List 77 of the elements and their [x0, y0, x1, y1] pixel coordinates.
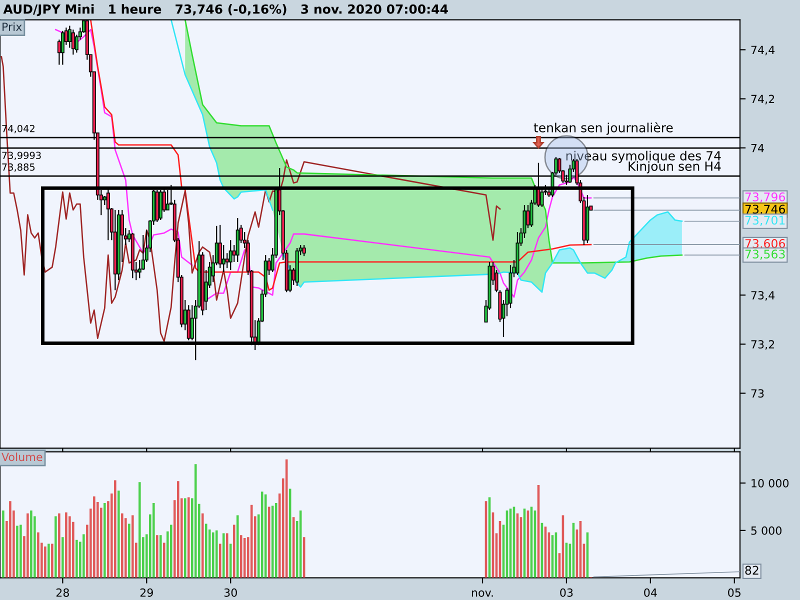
bar: [170, 524, 172, 578]
bar: [58, 513, 60, 578]
y-tick-label: 74,2: [751, 94, 774, 104]
y-axis-title: Prix: [2, 22, 22, 31]
y-tick-label: 10 000: [752, 479, 789, 488]
x-tick-label: 28: [56, 588, 69, 597]
bar: [121, 513, 124, 578]
bar: [65, 512, 68, 578]
bar: [93, 496, 96, 578]
candlestick: [228, 240, 232, 271]
bar: [118, 490, 120, 578]
y-tick-label: 74,4: [751, 46, 775, 56]
bar: [215, 530, 218, 578]
bar: [176, 481, 180, 578]
candlestick: [102, 195, 106, 206]
bar: [48, 544, 50, 578]
x-tick-label: 04: [644, 588, 657, 597]
annotation: 73,746: [745, 204, 786, 215]
bar: [201, 513, 204, 578]
bar: [26, 513, 29, 578]
bar: [218, 544, 222, 578]
annotation: 73,563: [745, 250, 785, 260]
bar: [138, 482, 141, 578]
candlestick: [225, 252, 229, 269]
bar: [152, 502, 155, 578]
ref-line-label: tenkan sen journalière: [534, 122, 673, 135]
y-tick-label: 73,4: [751, 291, 775, 301]
bar: [30, 510, 32, 578]
y-axis-title: Volume: [2, 452, 42, 462]
y-tick-label: 73,2: [751, 340, 774, 350]
bar: [128, 524, 130, 578]
bar: [16, 526, 18, 578]
candlestick: [222, 244, 226, 273]
bar: [212, 532, 214, 578]
annotation: 73,796: [745, 192, 786, 203]
bar: [104, 502, 106, 578]
chart-title: AUD/JPY Mini 1 heure 73,746 (-0,16%) 3 nov. 2020 07:00:44: [3, 4, 448, 16]
bar: [204, 524, 208, 578]
bar: [163, 542, 166, 578]
bar: [20, 524, 22, 578]
x-tick-label: 30: [224, 588, 237, 597]
ref-line-label: niveau symolique des 74: [566, 150, 721, 163]
candlestick: [71, 29, 75, 56]
y-tick-label: 5 000: [751, 526, 782, 535]
bar: [62, 537, 64, 578]
bar: [44, 546, 46, 578]
bar: [226, 533, 228, 578]
bar: [51, 544, 54, 578]
annotation: 73,701: [745, 216, 785, 226]
annotation: 82: [745, 566, 758, 575]
bar: [194, 464, 197, 578]
y-tick-label: 74: [751, 144, 764, 152]
bar: [68, 516, 71, 578]
candlestick: [302, 244, 306, 257]
bar: [54, 516, 57, 578]
y-tick-label: 73: [751, 389, 764, 398]
bar: [9, 501, 12, 578]
x-tick-label: 05: [728, 588, 740, 597]
bar: [160, 535, 162, 578]
candlestick: [218, 224, 222, 269]
bar: [222, 533, 225, 578]
bar: [82, 534, 85, 578]
x-tick-label: 29: [140, 588, 153, 597]
bar: [37, 532, 40, 578]
line-series: [0, 56, 501, 342]
x-tick-label: 03: [560, 588, 573, 597]
bar: [156, 535, 158, 578]
bar: [2, 510, 4, 578]
ref-line-label: Kinjoun sen H4: [628, 161, 721, 174]
bar: [76, 540, 78, 578]
bar: [184, 498, 186, 578]
candlestick: [166, 189, 170, 211]
bar: [132, 515, 134, 578]
x-tick-label: nov.: [472, 590, 493, 597]
bar: [114, 480, 116, 578]
candlestick: [60, 30, 64, 66]
bar: [187, 497, 190, 578]
